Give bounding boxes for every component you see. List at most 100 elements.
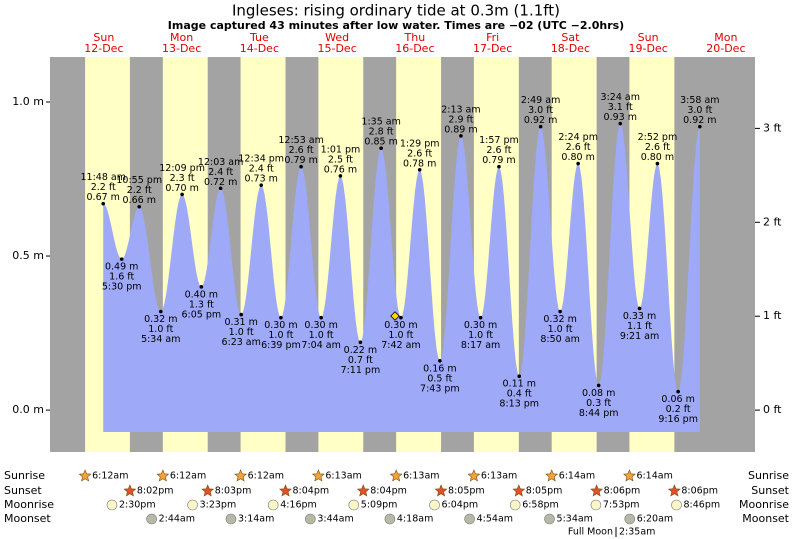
tide-point xyxy=(459,134,463,138)
tide-point xyxy=(417,167,422,172)
row-label: Moonrise xyxy=(4,498,54,511)
moonset-time: 4:18am xyxy=(397,514,433,525)
full-moon-time: 2:35am xyxy=(619,527,655,538)
sunrise-icon xyxy=(311,469,325,482)
y-tick-label: 1.0 m xyxy=(12,95,44,108)
tide-point xyxy=(180,192,184,197)
tide-label: 7:43 pm xyxy=(420,383,460,394)
moonset-icon xyxy=(225,513,237,525)
y2-tick-label: 3 ft xyxy=(763,121,782,134)
moonrise-time: 5:09pm xyxy=(361,500,398,511)
tide-point xyxy=(478,315,483,320)
day-name: Sun xyxy=(93,31,114,44)
tide-label: 0.11 m xyxy=(503,379,536,390)
tide-label: 2:52 pm xyxy=(638,132,678,143)
tide-label: 2.6 ft xyxy=(645,142,670,153)
tide-label: 3:24 am xyxy=(601,92,640,103)
tide-label: 0.06 m xyxy=(661,394,694,405)
tide-label: 3.1 ft xyxy=(608,102,633,113)
tide-label: 2.5 ft xyxy=(328,154,353,165)
tide-point xyxy=(497,164,501,169)
day-date: 14-Dec xyxy=(240,42,279,55)
tide-label: 0.80 m xyxy=(641,152,674,163)
sunset-time: 8:04pm xyxy=(293,486,330,497)
tide-point xyxy=(558,309,562,314)
tide-label: 0.66 m xyxy=(123,195,156,206)
tide-label: 2.6 ft xyxy=(289,145,314,156)
sunset-icon xyxy=(590,484,604,497)
tide-label: 1.0 ft xyxy=(468,330,493,341)
tide-label: 7:42 am xyxy=(381,340,420,351)
sunset-time: 8:05pm xyxy=(448,486,485,497)
sunrise-icon xyxy=(156,469,170,482)
tide-point xyxy=(218,186,223,191)
moonset-time: 3:14am xyxy=(238,514,274,525)
tide-label: 3.0 ft xyxy=(687,105,712,116)
tide-label: 0.16 m xyxy=(423,363,456,374)
tide-label: 7:11 pm xyxy=(341,365,381,376)
tide-label: 8:50 am xyxy=(540,334,579,345)
sunrise-icon xyxy=(389,469,403,482)
tide-label: 1.6 ft xyxy=(109,272,134,283)
tide-label: 1:01 pm xyxy=(321,144,361,155)
tide-label: 2.2 ft xyxy=(127,185,152,196)
day-name: Wed xyxy=(325,31,349,44)
moonrise-icon xyxy=(671,499,682,511)
moonset-time: 4:54am xyxy=(477,514,513,525)
tide-label: 2.6 ft xyxy=(566,142,591,153)
sunrise-time: 6:12am xyxy=(248,471,284,482)
tide-point xyxy=(299,164,303,169)
tide-label: 2.6 ft xyxy=(407,148,432,159)
tide-point xyxy=(676,389,680,394)
tide-label: 0.30 m xyxy=(304,320,337,331)
tide-label: 0.3 ft xyxy=(586,398,611,409)
tide-label: 0.89 m xyxy=(444,124,477,135)
tide-label: 1.3 ft xyxy=(189,299,214,310)
tide-label: 2.8 ft xyxy=(369,127,394,138)
tide-point xyxy=(399,315,403,320)
tide-point xyxy=(576,161,580,166)
tide-point xyxy=(358,340,363,345)
row-label: Moonset xyxy=(4,512,51,525)
tide-label: 11:48 am xyxy=(80,172,125,183)
tide-label: 1:35 am xyxy=(361,117,400,128)
moonrise-time: 7:53pm xyxy=(603,500,640,511)
now-marker xyxy=(390,311,400,321)
moonrise-icon xyxy=(348,499,360,511)
tide-label: 8:44 pm xyxy=(579,408,619,419)
sunrise-time: 6:14am xyxy=(559,471,595,482)
tide-label: 12:09 pm xyxy=(159,163,205,174)
tide-label: 0.40 m xyxy=(185,289,218,300)
tide-label: 2.2 ft xyxy=(91,182,116,193)
tide-label: 0.67 m xyxy=(87,192,120,203)
sunset-icon xyxy=(434,484,448,497)
tide-label: 0.73 m xyxy=(244,174,277,185)
tide-point xyxy=(596,383,601,388)
tide-label: 6:39 pm xyxy=(261,340,301,351)
sunrise-time: 6:13am xyxy=(325,471,361,482)
tide-label: 0.70 m xyxy=(165,183,198,194)
tide-label: 2.6 ft xyxy=(486,145,511,156)
sunrise-time: 6:14am xyxy=(636,471,672,482)
sunrise-time: 6:13am xyxy=(481,471,517,482)
tide-label: 5:30 pm xyxy=(102,282,142,293)
full-moon-label: Full Moon xyxy=(568,527,613,538)
tide-label: 6:05 pm xyxy=(182,309,222,320)
tide-label: 0.31 m xyxy=(224,317,257,328)
tide-point xyxy=(655,161,660,166)
tide-label: 2.4 ft xyxy=(208,167,233,178)
row-label: Sunset xyxy=(4,484,42,497)
day-name: Thu xyxy=(404,31,426,44)
moonrise-time: 8:46pm xyxy=(684,500,721,511)
tide-label: 0.79 m xyxy=(482,155,515,166)
tide-label: 2:49 am xyxy=(521,95,560,106)
moonset-icon xyxy=(464,513,475,525)
moonset-time: 6:20am xyxy=(637,514,673,525)
day-date: 13-Dec xyxy=(162,42,201,55)
tide-point xyxy=(239,312,243,317)
sunset-icon xyxy=(123,484,137,497)
day-name: Tue xyxy=(249,31,269,44)
tide-label: 0.08 m xyxy=(582,388,615,399)
moonset-icon xyxy=(544,513,555,525)
tide-label: 2:24 pm xyxy=(558,132,598,143)
